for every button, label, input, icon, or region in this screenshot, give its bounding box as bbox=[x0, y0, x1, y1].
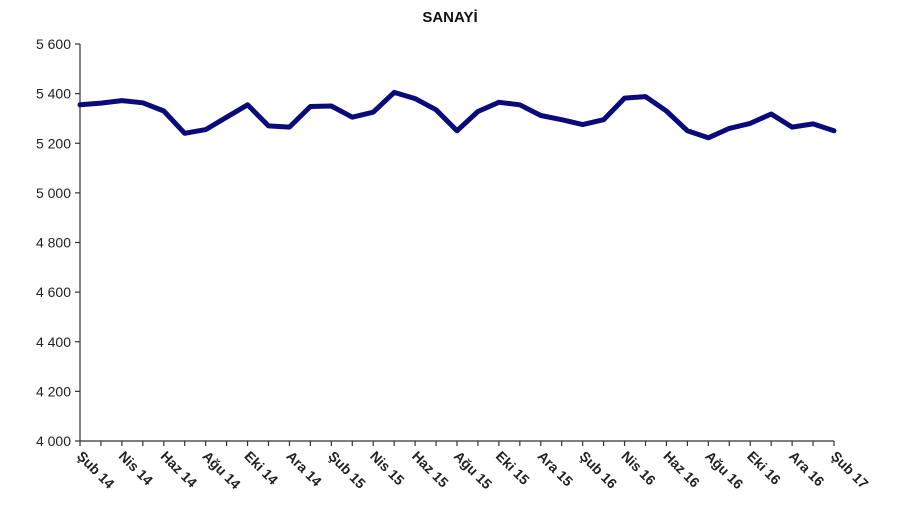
x-tick-label: Eki 15 bbox=[493, 448, 533, 488]
series-layer bbox=[77, 89, 837, 141]
x-tick-label: Nis 14 bbox=[116, 448, 157, 489]
x-tick-label: Haz 14 bbox=[158, 448, 201, 491]
x-tick-label: Haz 16 bbox=[660, 448, 703, 491]
y-tick-label: 4 800 bbox=[36, 235, 71, 251]
x-tick-label: Ağu 16 bbox=[702, 448, 746, 492]
x-tick-label: Ara 16 bbox=[786, 448, 828, 490]
y-tick-label: 4 600 bbox=[36, 284, 71, 300]
x-tick-label: Nis 16 bbox=[618, 448, 659, 489]
y-tick-label: 5 600 bbox=[36, 36, 71, 52]
x-tick-label: Nis 15 bbox=[367, 448, 408, 489]
x-tick-label: Şub 15 bbox=[325, 448, 369, 492]
x-tick-label: Haz 15 bbox=[409, 448, 452, 491]
y-axis-ticks: 4 000 4 200 4 400 4 600 4 800 5 000 5 200 5 400… bbox=[36, 36, 80, 449]
x-tick-label: Ara 15 bbox=[535, 448, 577, 490]
chart-title: SANAYİ bbox=[422, 9, 477, 26]
y-tick-label: 4 400 bbox=[36, 334, 71, 350]
series-line bbox=[77, 89, 837, 141]
x-tick-label: Eki 14 bbox=[241, 448, 281, 488]
y-tick-label: 4 200 bbox=[36, 383, 71, 399]
x-tick-label: Ağu 15 bbox=[451, 448, 495, 492]
x-tick-label: Şub 14 bbox=[74, 448, 118, 492]
x-tick-label: Ağu 14 bbox=[200, 448, 244, 492]
y-tick-label: 5 000 bbox=[36, 185, 71, 201]
x-tick-label: Şub 16 bbox=[577, 448, 621, 492]
y-tick-label: 5 400 bbox=[36, 86, 71, 102]
x-tick-label: Şub 17 bbox=[828, 448, 872, 492]
y-tick-label: 5 200 bbox=[36, 135, 71, 151]
x-tick-label: Eki 16 bbox=[744, 448, 784, 488]
x-tick-label: Ara 14 bbox=[283, 448, 325, 490]
axes bbox=[79, 44, 834, 442]
y-tick-label: 4 000 bbox=[36, 433, 71, 449]
